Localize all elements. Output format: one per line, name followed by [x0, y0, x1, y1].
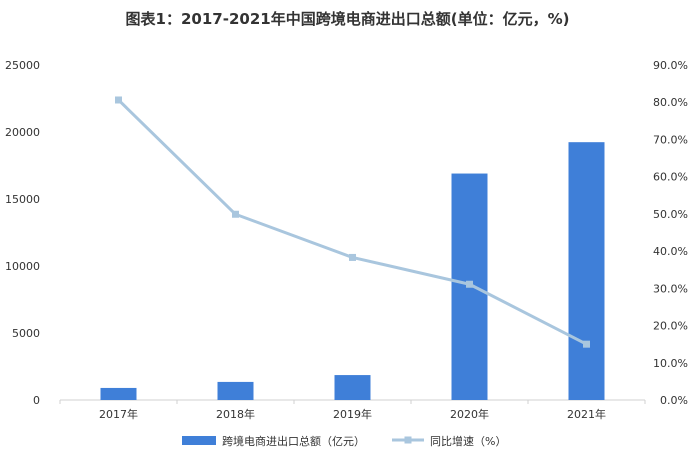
- x-tick-label: 2017年: [99, 407, 138, 421]
- line-point: [349, 253, 356, 261]
- y-right-tick-label: 30.0%: [653, 282, 688, 295]
- line-point: [115, 96, 122, 104]
- y-right-tick-label: 10.0%: [653, 357, 688, 370]
- chart-title: 图表1：2017-2021年中国跨境电商进出口总额(单位：亿元，%): [125, 10, 570, 28]
- y-right-tick-label: 60.0%: [653, 171, 688, 184]
- y-right-tick-label: 40.0%: [653, 245, 688, 258]
- x-tick-label: 2020年: [450, 407, 489, 421]
- y-left-tick-label: 10000: [5, 260, 40, 273]
- y-left-tick-label: 15000: [5, 193, 40, 206]
- y-left-tick-label: 5000: [12, 327, 40, 340]
- y-left-tick-label: 0: [33, 394, 40, 407]
- y-right-tick-label: 70.0%: [653, 133, 688, 146]
- legend-line-marker: [404, 436, 412, 444]
- y-left-tick-label: 25000: [5, 59, 40, 72]
- bar: [100, 387, 137, 400]
- y-right-tick-label: 50.0%: [653, 208, 688, 221]
- y-left-tick-label: 20000: [5, 126, 40, 139]
- x-tick-label: 2019年: [333, 407, 372, 421]
- line-point: [232, 210, 239, 218]
- growth-line: [117, 98, 588, 346]
- line-point: [466, 280, 473, 288]
- x-tick-label: 2018年: [216, 407, 255, 421]
- y-right-tick-label: 0.0%: [660, 394, 688, 407]
- y-right-tick-label: 80.0%: [653, 96, 688, 109]
- legend-bar-swatch: [182, 436, 216, 445]
- legend-line-label: 同比增速（%）: [430, 434, 506, 448]
- legend: 跨境电商进出口总额（亿元） 同比增速（%）: [182, 434, 506, 448]
- bar: [568, 142, 605, 400]
- plot-layer: 0 5000 10000 15000 20000 25000 0.0% 10.0% 20.0% 3…: [5, 59, 688, 421]
- x-tick-label: 2021年: [567, 407, 606, 421]
- legend-bar-label: 跨境电商进出口总额（亿元）: [222, 434, 365, 448]
- line-point: [583, 340, 590, 348]
- y-right-tick-label: 20.0%: [653, 320, 688, 333]
- bar: [334, 375, 371, 400]
- y-right-tick-label: 90.0%: [653, 59, 688, 72]
- bar: [217, 381, 254, 400]
